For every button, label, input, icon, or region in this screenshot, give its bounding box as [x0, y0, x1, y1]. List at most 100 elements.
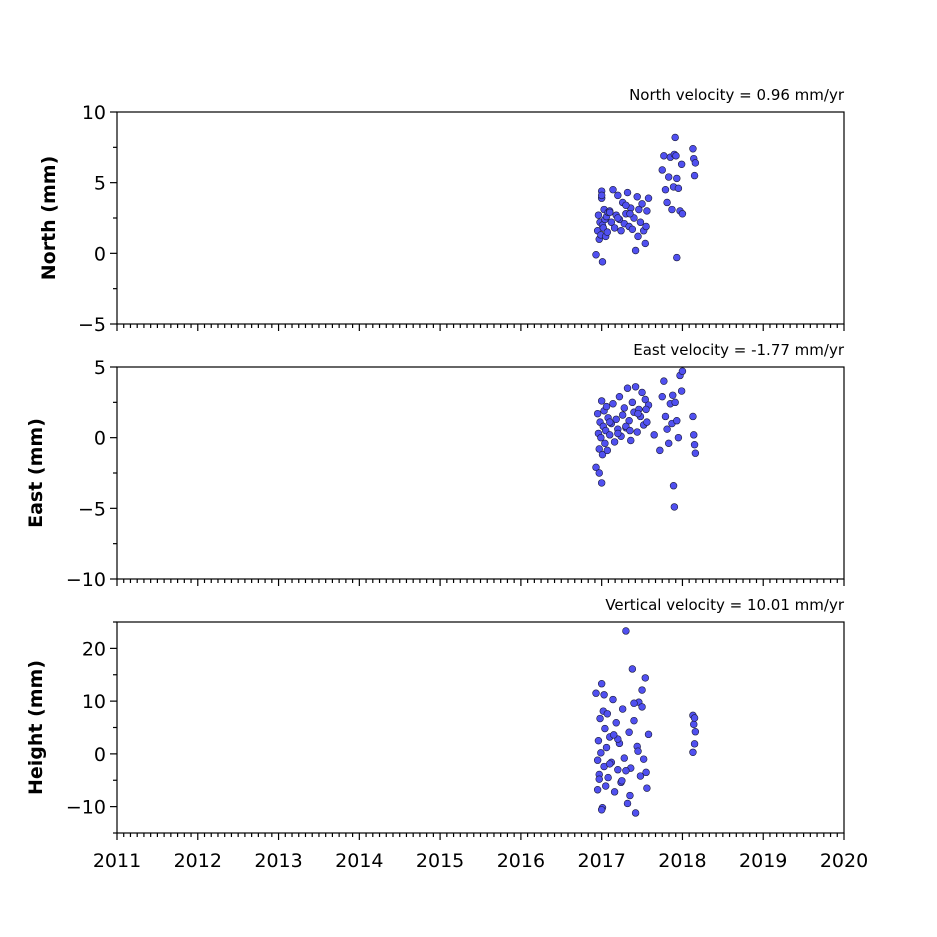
east-data-point: [643, 418, 651, 426]
xtick-label: 2012: [174, 850, 222, 872]
east-data-point: [638, 388, 646, 397]
height-data-point: [610, 788, 619, 796]
height-data-point: [597, 680, 606, 688]
height-data-point: [593, 786, 602, 794]
north-data-point: [673, 174, 681, 183]
east-data-point: [641, 395, 649, 404]
east-data-point: [628, 398, 637, 407]
xtick-label: 2011: [93, 850, 141, 872]
height-data-point: [622, 767, 630, 775]
north-data-point: [626, 210, 634, 218]
north-data-point: [641, 239, 649, 248]
north-data-point: [689, 145, 697, 153]
north-axes-frame: [116, 111, 845, 325]
east-data-point: [678, 367, 687, 375]
east-data-point: [598, 450, 607, 459]
height-data-point: [630, 716, 638, 725]
north-data-point: [665, 173, 673, 181]
north-data-point: [623, 188, 632, 197]
east-data-point: [658, 392, 666, 401]
east-data-point: [690, 441, 699, 449]
north-data-point: [622, 201, 630, 209]
north-data-point: [609, 186, 617, 194]
east-data-point: [650, 431, 658, 439]
east-data-point: [663, 425, 671, 433]
east-data-point: [610, 438, 619, 446]
xtick-label: 2013: [254, 850, 302, 872]
east-data-point: [690, 431, 698, 439]
height-ytick-label: −10: [66, 797, 106, 819]
height-data-point: [628, 665, 637, 673]
east-axes-frame: [116, 366, 845, 580]
height-data-point: [595, 775, 603, 783]
height-data-point: [603, 710, 612, 718]
east-data-point: [642, 405, 650, 414]
north-data-point: [674, 184, 683, 193]
north-data-point: [606, 208, 614, 217]
height-data-point: [597, 749, 605, 757]
height-data-point: [597, 806, 606, 814]
height-data-point: [610, 731, 618, 739]
east-data-point: [625, 417, 633, 425]
north-data-point: [660, 152, 668, 160]
east-data-point: [661, 412, 670, 421]
north-data-point: [614, 191, 622, 200]
north-data-point: [635, 205, 643, 214]
height-data-point: [604, 773, 612, 782]
north-data-point: [690, 171, 699, 180]
height-data-point: [689, 748, 697, 756]
height-data-point: [620, 754, 628, 762]
east-data-point: [669, 482, 678, 490]
north-data-point: [607, 218, 616, 226]
north-data-point: [677, 160, 686, 168]
height-data-point: [636, 772, 645, 780]
height-axes-frame: [116, 621, 845, 834]
east-data-point: [673, 417, 681, 425]
height-data-point: [593, 756, 602, 764]
north-data-point: [668, 205, 676, 214]
east-data-point: [615, 392, 624, 401]
east-data-point: [689, 412, 697, 421]
height-data-point: [602, 743, 611, 752]
north-data-point: [636, 218, 645, 226]
height-ytick-label: 20: [82, 638, 106, 660]
height-data-point: [690, 714, 699, 722]
east-data-point: [669, 391, 677, 399]
north-data-point: [598, 258, 607, 266]
north-data-point: [658, 166, 666, 174]
xtick-label: 2017: [577, 850, 625, 872]
east-data-point: [665, 439, 673, 448]
north-data-point: [643, 207, 651, 215]
xtick-label: 2014: [335, 850, 383, 872]
north-data-point: [594, 211, 603, 219]
east-data-point: [691, 449, 700, 457]
north-data-point: [691, 159, 700, 167]
xtick-label: 2018: [658, 850, 706, 872]
height-data-point: [638, 703, 646, 711]
north-ytick-label: −5: [78, 314, 106, 336]
north-data-point: [603, 228, 612, 236]
height-data-point: [594, 736, 603, 745]
height-data-point: [625, 728, 633, 736]
height-data-point: [690, 740, 699, 748]
north-data-point: [644, 194, 653, 202]
xtick-label: 2016: [497, 850, 545, 872]
east-data-point: [612, 415, 620, 423]
height-data-point: [623, 799, 632, 808]
height-ytick-label: 10: [82, 691, 106, 713]
height-data-point: [622, 627, 630, 635]
east-data-point: [606, 431, 614, 439]
height-ylabel: Height (mm): [25, 660, 47, 795]
east-ylabel: East (mm): [25, 418, 47, 528]
east-data-point: [595, 445, 603, 453]
height-data-point: [601, 724, 609, 733]
east-data-point: [674, 433, 683, 442]
panel-east: −10 −5 0 5 East (mm) East velocity = -1.77 mm…: [25, 341, 845, 591]
east-data-point: [623, 384, 632, 392]
east-ytick-label: −10: [66, 569, 106, 591]
xtick-label: 2020: [820, 850, 868, 872]
height-data-point: [639, 755, 648, 763]
panel-height: −10 0 10 20 2011 2012 2013 2014 2015 2016 2017 2018…: [25, 596, 868, 872]
north-data-point: [628, 225, 637, 234]
